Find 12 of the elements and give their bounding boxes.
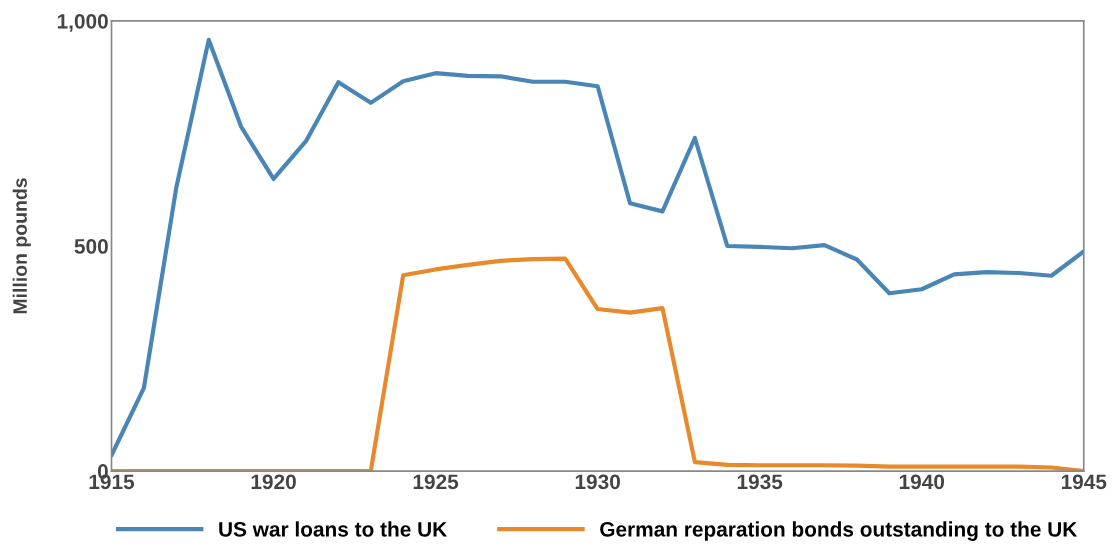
line-series [111, 37, 1084, 458]
x-tick-label: 1945 [1061, 474, 1107, 490]
x-tick-label: 1930 [575, 474, 620, 490]
x-tick-label: 1920 [251, 474, 296, 490]
x-tick-label: 1925 [413, 474, 459, 490]
y-axis-title: Million pounds [12, 178, 31, 314]
x-tick-label: 1940 [899, 474, 945, 490]
x-tick-label: 1935 [737, 474, 783, 490]
legend-label: US war loans to the UK [219, 521, 448, 537]
y-tick-label: 1,000 [57, 13, 108, 32]
legend-label: German reparation bonds outstanding to the UK [600, 521, 1078, 541]
y-tick-label: 500 [74, 239, 108, 254]
